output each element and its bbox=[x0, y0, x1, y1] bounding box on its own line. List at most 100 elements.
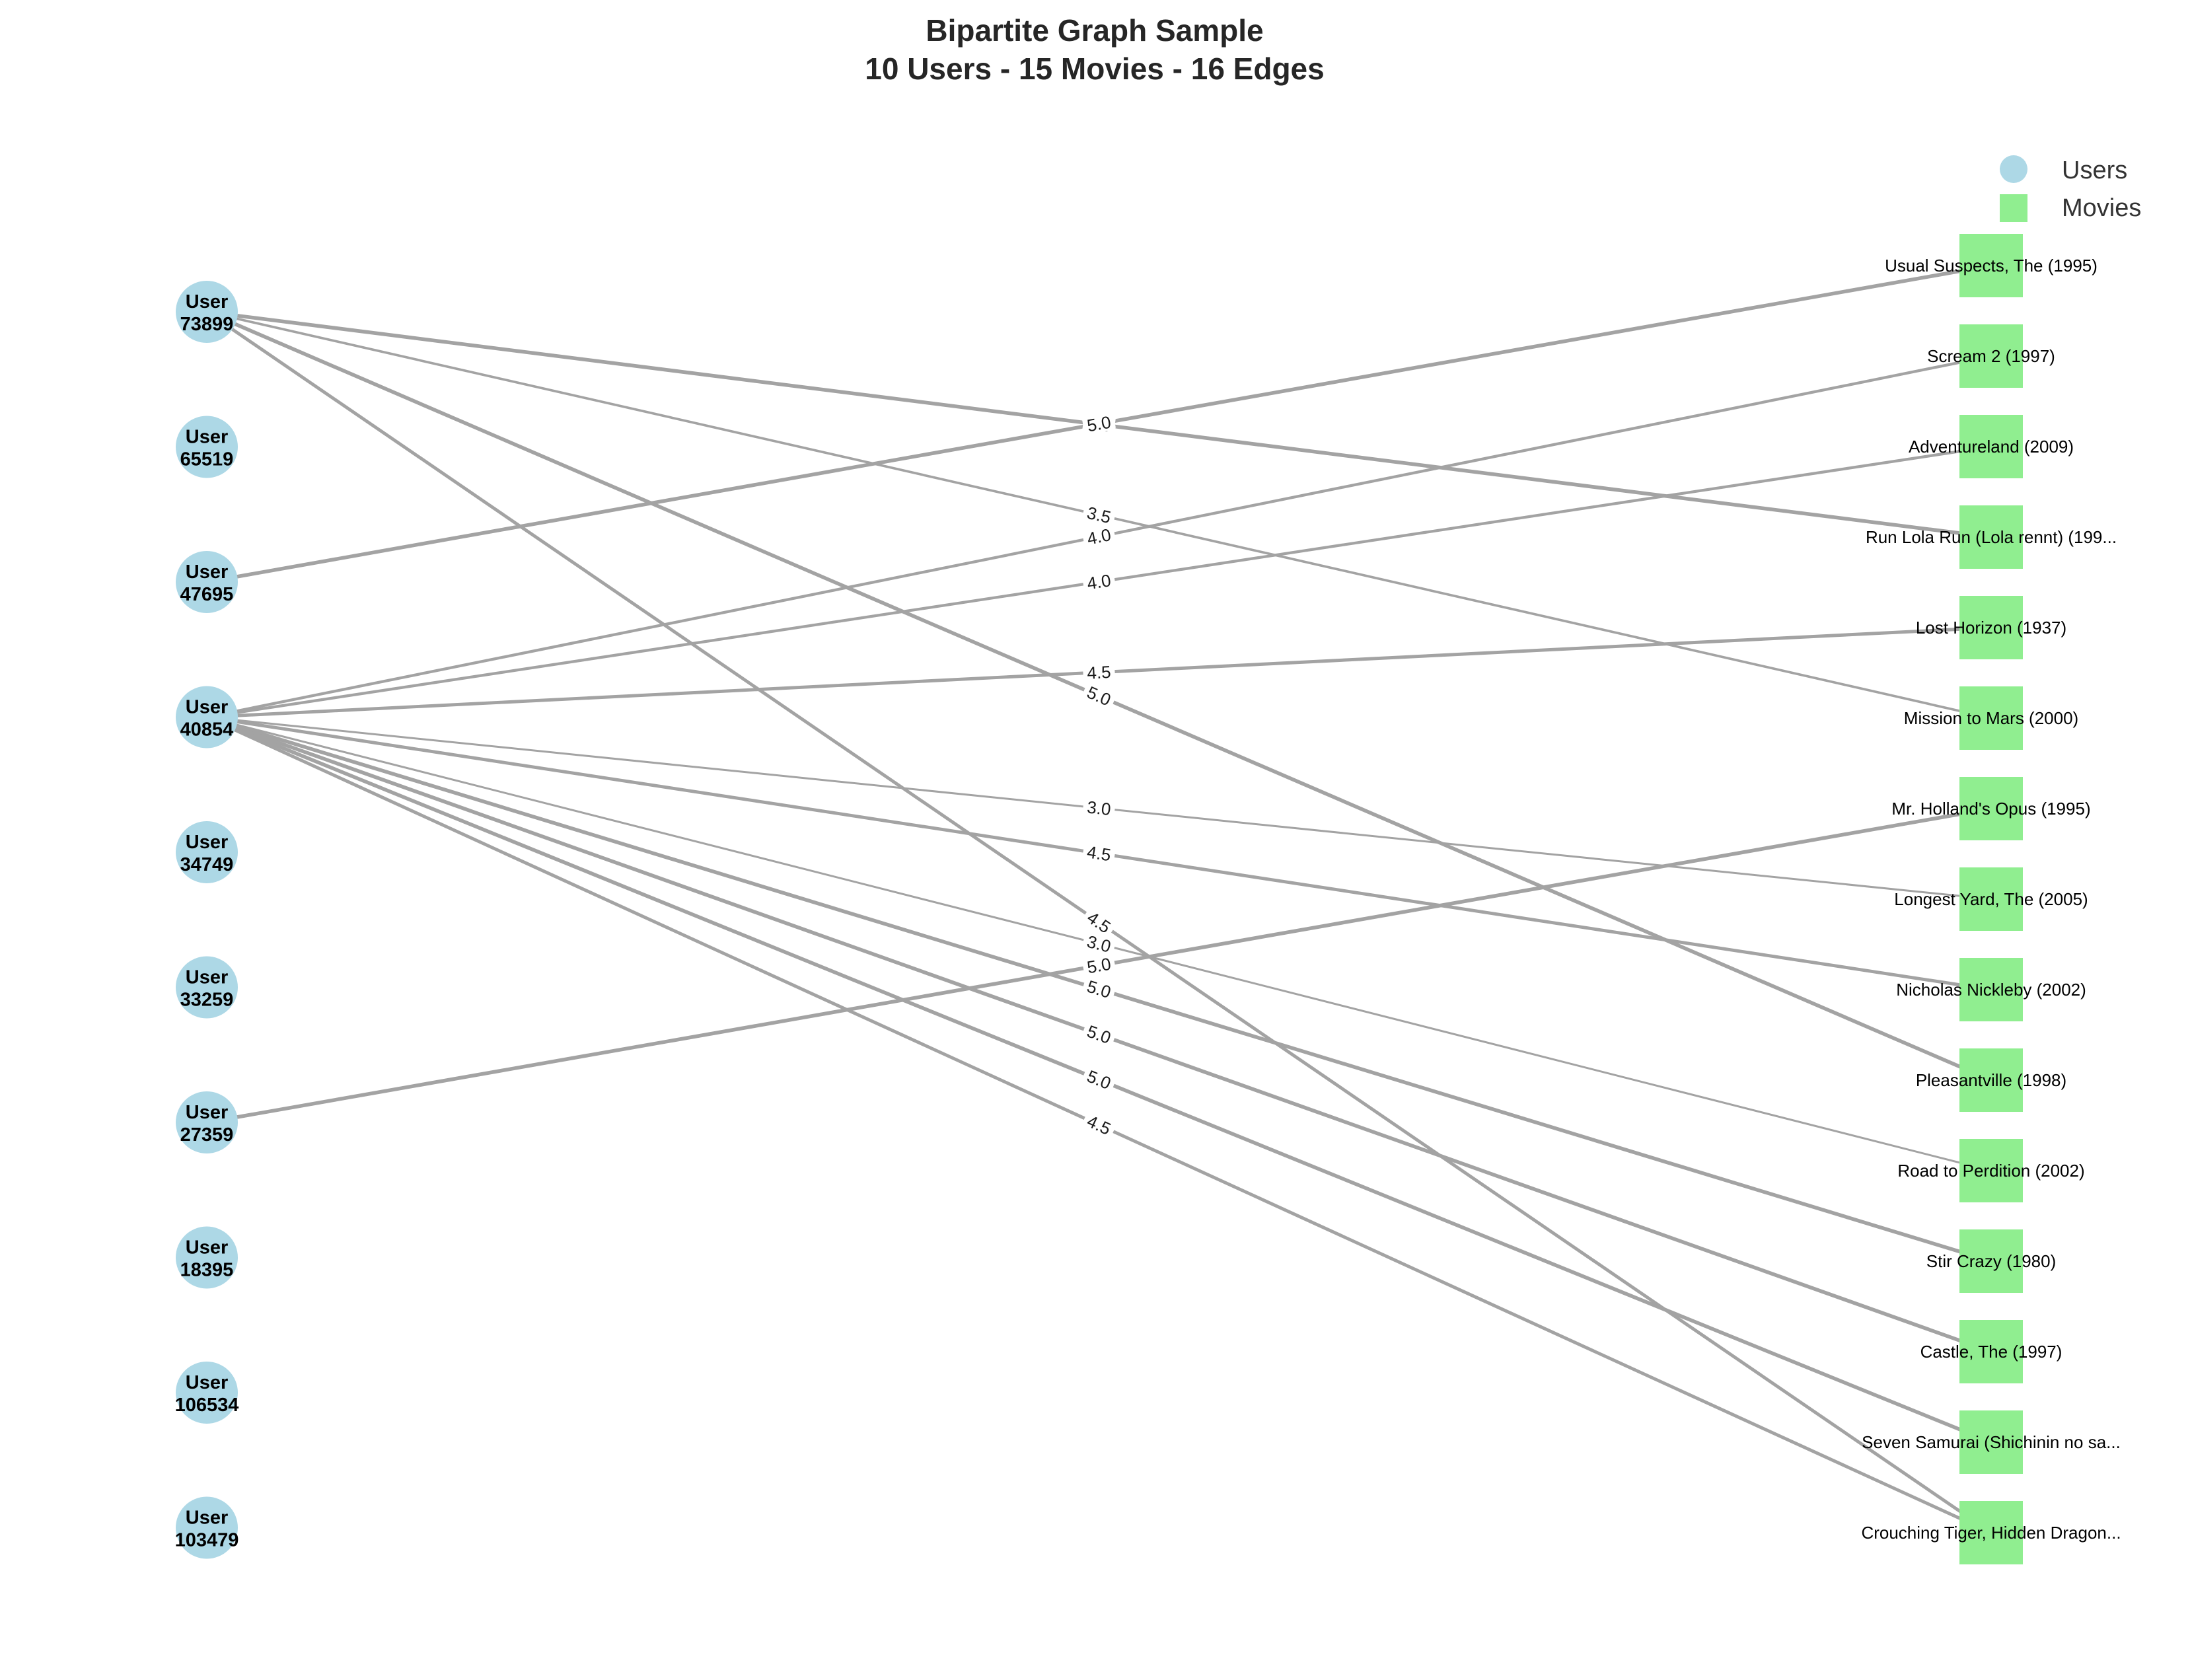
movie-node: Longest Yard, The (2005) bbox=[1894, 867, 2088, 931]
edge-rating-label: 4.5 bbox=[1085, 842, 1112, 865]
user-label-line-2: 18395 bbox=[180, 1260, 234, 1281]
movie-node: Nicholas Nickleby (2002) bbox=[1896, 958, 2086, 1021]
edge-label-bg bbox=[1082, 661, 1115, 682]
movie-node: Road to Perdition (2002) bbox=[1897, 1139, 2085, 1202]
edge-rating-label: 4.0 bbox=[1085, 570, 1112, 593]
movie-label: Mr. Holland's Opus (1995) bbox=[1891, 799, 2090, 819]
movie-label: Castle, The (1997) bbox=[1920, 1342, 2062, 1362]
user-node-circle bbox=[176, 281, 238, 343]
title-line-2: 10 Users - 15 Movies - 16 Edges bbox=[865, 52, 1324, 86]
movie-label: Run Lola Run (Lola rennt) (199... bbox=[1866, 527, 2117, 547]
edge-label-bg bbox=[1081, 975, 1116, 1002]
movie-node-square bbox=[1959, 1139, 2023, 1202]
user-node-circle bbox=[176, 956, 238, 1019]
edge-label-bg bbox=[1081, 1065, 1117, 1093]
movie-node-square bbox=[1959, 777, 2023, 840]
movie-node-square bbox=[1959, 686, 2023, 750]
user-node-circle bbox=[176, 1226, 238, 1289]
movie-node: Mission to Mars (2000) bbox=[1904, 686, 2078, 750]
movie-label: Pleasantville (1998) bbox=[1916, 1070, 2066, 1090]
user-label-line-2: 33259 bbox=[180, 990, 234, 1011]
movie-node-square bbox=[1959, 867, 2023, 931]
edge-label-bg bbox=[1081, 681, 1117, 710]
edge-label-bg bbox=[1082, 841, 1116, 864]
user-label-line-2: 106534 bbox=[175, 1395, 239, 1416]
user-node-circle bbox=[176, 1362, 238, 1424]
edge-label-group: 5.0 bbox=[1081, 412, 1116, 436]
movie-node-square bbox=[1959, 1410, 2023, 1474]
movie-node-square bbox=[1959, 1501, 2023, 1564]
edge-rating-label: 4.0 bbox=[1085, 525, 1113, 549]
movie-node: Lost Horizon (1937) bbox=[1916, 596, 2066, 659]
edge-labels-layer: 5.03.55.04.55.04.04.04.53.04.53.05.05.05… bbox=[1081, 412, 1117, 1139]
movie-node: Stir Crazy (1980) bbox=[1926, 1229, 2057, 1293]
movie-label: Road to Perdition (2002) bbox=[1897, 1161, 2084, 1181]
movie-node: Adventureland (2009) bbox=[1909, 415, 2074, 478]
edge-label-group: 5.0 bbox=[1081, 953, 1116, 978]
legend-users-marker bbox=[2000, 155, 2027, 183]
edge-label-bg bbox=[1081, 1020, 1117, 1047]
edge-rating-label: 5.0 bbox=[1085, 412, 1113, 436]
user-label-line-2: 27359 bbox=[180, 1124, 234, 1146]
movie-node: Scream 2 (1997) bbox=[1927, 324, 2055, 388]
user-label-line-1: User bbox=[186, 1237, 229, 1259]
user-node-circle bbox=[176, 1496, 238, 1559]
user-label-line-1: User bbox=[186, 1508, 229, 1529]
edge-label-bg bbox=[1081, 906, 1117, 937]
edge-label-bg bbox=[1081, 524, 1116, 548]
edge-label-group: 5.0 bbox=[1081, 1065, 1117, 1093]
users-layer: User73899User65519User47695User40854User… bbox=[175, 281, 239, 1559]
movie-node: Mr. Holland's Opus (1995) bbox=[1891, 777, 2091, 840]
movie-node: Usual Suspects, The (1995) bbox=[1885, 234, 2098, 297]
movie-node-square bbox=[1959, 234, 2023, 297]
edge-label-bg bbox=[1081, 931, 1116, 956]
edge-rating-label: 5.0 bbox=[1085, 954, 1113, 978]
movie-node-square bbox=[1959, 596, 2023, 659]
movie-node-square bbox=[1959, 958, 2023, 1021]
user-label-line-2: 34749 bbox=[180, 854, 234, 875]
edge-label-group: 5.0 bbox=[1081, 975, 1116, 1002]
movie-label: Nicholas Nickleby (2002) bbox=[1896, 980, 2086, 1000]
user-node-circle bbox=[176, 686, 238, 749]
user-label-line-2: 47695 bbox=[180, 584, 234, 605]
movie-node-square bbox=[1959, 1229, 2023, 1293]
user-node-circle bbox=[176, 416, 238, 478]
user-label-line-1: User bbox=[186, 427, 229, 448]
movie-label: Seven Samurai (Shichinin no sa... bbox=[1862, 1432, 2121, 1452]
user-node-circle bbox=[176, 1091, 238, 1153]
movie-label: Crouching Tiger, Hidden Dragon... bbox=[1861, 1523, 2121, 1543]
edge-label-bg bbox=[1081, 412, 1116, 435]
edge-label-group: 5.0 bbox=[1081, 681, 1117, 710]
movie-node-square bbox=[1959, 505, 2023, 569]
edge-label-bg bbox=[1082, 797, 1116, 819]
edge-label-group: 4.0 bbox=[1082, 569, 1116, 593]
legend: Users Movies bbox=[2000, 155, 2141, 222]
user-label-line-2: 103479 bbox=[175, 1530, 239, 1551]
edge-rating-label: 4.5 bbox=[1087, 662, 1112, 683]
edge-rating-label: 3.5 bbox=[1085, 503, 1113, 527]
movie-node: Crouching Tiger, Hidden Dragon... bbox=[1861, 1501, 2121, 1564]
edge-rating-label: 3.0 bbox=[1086, 797, 1112, 820]
edge-label-group: 5.0 bbox=[1081, 1020, 1117, 1048]
edge-label-group: 4.5 bbox=[1082, 841, 1116, 865]
movie-node-square bbox=[1959, 324, 2023, 388]
movie-label: Scream 2 (1997) bbox=[1927, 346, 2055, 366]
user-label-line-1: User bbox=[186, 832, 229, 853]
movie-label: Mission to Mars (2000) bbox=[1904, 708, 2078, 728]
edge-label-bg bbox=[1082, 502, 1116, 527]
movie-label: Lost Horizon (1937) bbox=[1916, 618, 2066, 638]
edge-label-group: 4.0 bbox=[1081, 524, 1116, 549]
edge-label-group: 3.0 bbox=[1081, 931, 1116, 957]
user-label-line-1: User bbox=[186, 562, 229, 583]
movie-label: Stir Crazy (1980) bbox=[1926, 1251, 2057, 1271]
user-label-line-2: 65519 bbox=[180, 449, 234, 470]
legend-movies-label: Movies bbox=[2062, 194, 2141, 222]
movie-node: Run Lola Run (Lola rennt) (199... bbox=[1866, 505, 2117, 569]
movie-label: Longest Yard, The (2005) bbox=[1894, 889, 2088, 909]
